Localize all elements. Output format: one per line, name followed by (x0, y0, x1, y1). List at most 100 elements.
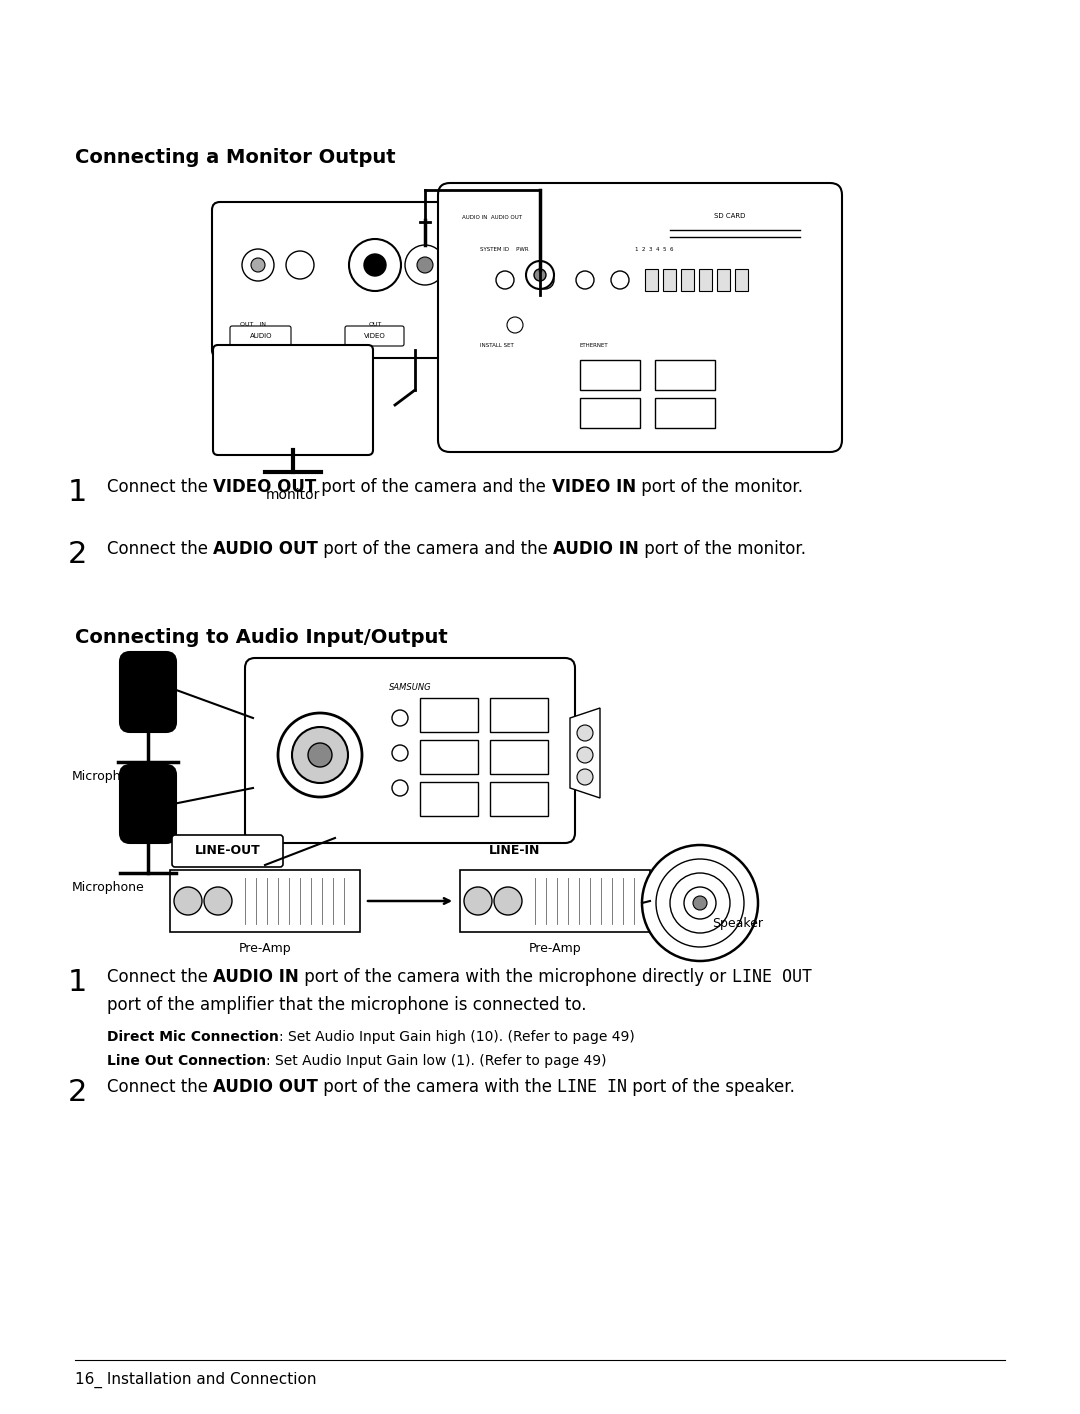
Circle shape (611, 271, 629, 288)
Polygon shape (570, 708, 600, 797)
Text: port of the amplifier that the microphone is connected to.: port of the amplifier that the microphon… (107, 995, 586, 1014)
Bar (420, 782, 478, 816)
Text: port of the camera with the microphone directly or: port of the camera with the microphone d… (299, 969, 731, 986)
Bar (654, 361, 715, 390)
Text: 1: 1 (68, 478, 87, 508)
Text: Connect the: Connect the (107, 969, 213, 986)
Text: AUDIO IN: AUDIO IN (553, 540, 639, 559)
Bar (580, 397, 640, 428)
Text: VIDEO OUT: VIDEO OUT (213, 478, 316, 496)
Text: AUDIO OUT: AUDIO OUT (213, 1077, 319, 1096)
Text: port of the monitor.: port of the monitor. (636, 478, 802, 496)
Circle shape (576, 271, 594, 288)
Circle shape (577, 769, 593, 785)
Text: port of the camera and the: port of the camera and the (319, 540, 553, 559)
Bar (663, 269, 676, 291)
Circle shape (174, 887, 202, 915)
Circle shape (405, 245, 445, 286)
Bar (717, 269, 730, 291)
Bar (460, 870, 650, 932)
Circle shape (494, 887, 522, 915)
Circle shape (670, 872, 730, 933)
Text: Microphone: Microphone (72, 771, 145, 783)
Text: Speaker: Speaker (712, 916, 762, 929)
Circle shape (292, 727, 348, 783)
Circle shape (286, 252, 314, 279)
Bar (420, 740, 478, 773)
Text: Connect the: Connect the (107, 478, 213, 496)
Circle shape (534, 269, 546, 281)
Circle shape (349, 239, 401, 291)
Circle shape (577, 747, 593, 764)
Text: VIDEO: VIDEO (364, 334, 386, 339)
Bar (681, 269, 694, 291)
Text: OUT   IN: OUT IN (240, 322, 266, 327)
Text: : Set Audio Input Gain high (10). (Refer to page 49): : Set Audio Input Gain high (10). (Refer… (279, 1029, 635, 1044)
Bar (490, 740, 548, 773)
Bar (490, 699, 548, 732)
Text: Line Out Connection: Line Out Connection (107, 1053, 266, 1068)
Text: AUDIO OUT: AUDIO OUT (213, 540, 319, 559)
Text: : Set Audio Input Gain low (1). (Refer to page 49): : Set Audio Input Gain low (1). (Refer t… (266, 1053, 607, 1068)
Text: ETHERNET: ETHERNET (580, 344, 609, 348)
Circle shape (577, 725, 593, 741)
Text: 2: 2 (68, 540, 87, 568)
Text: port of the speaker.: port of the speaker. (627, 1077, 795, 1096)
Circle shape (417, 257, 433, 273)
Circle shape (392, 781, 408, 796)
Circle shape (507, 317, 523, 334)
Text: OUT: OUT (368, 322, 381, 327)
Text: AUDIO IN  AUDIO OUT: AUDIO IN AUDIO OUT (462, 215, 522, 221)
Text: VIDEO IN: VIDEO IN (552, 478, 636, 496)
Text: port of the monitor.: port of the monitor. (639, 540, 806, 559)
Text: LINE-OUT: LINE-OUT (195, 844, 261, 857)
Text: Connect the: Connect the (107, 1077, 213, 1096)
Text: Microphone: Microphone (72, 881, 145, 894)
Circle shape (251, 257, 265, 271)
FancyBboxPatch shape (120, 765, 176, 843)
Circle shape (642, 846, 758, 962)
FancyBboxPatch shape (213, 345, 373, 455)
Circle shape (364, 255, 386, 276)
FancyBboxPatch shape (345, 327, 404, 346)
FancyBboxPatch shape (172, 836, 283, 867)
Text: Connecting a Monitor Output: Connecting a Monitor Output (75, 148, 395, 167)
Text: monitor: monitor (266, 488, 320, 502)
Bar (580, 361, 640, 390)
Text: SAMSUNG: SAMSUNG (389, 683, 431, 691)
FancyBboxPatch shape (245, 658, 575, 843)
Circle shape (392, 745, 408, 761)
Text: AUDIO: AUDIO (249, 334, 272, 339)
Circle shape (684, 887, 716, 919)
Text: 1  2  3  4  5  6: 1 2 3 4 5 6 (635, 247, 674, 252)
Text: LINE OUT: LINE OUT (731, 969, 811, 986)
Text: SD CARD: SD CARD (714, 214, 745, 219)
Text: SYSTEM ID    PWR: SYSTEM ID PWR (480, 247, 528, 252)
Bar (699, 269, 712, 291)
Bar (170, 870, 360, 932)
Circle shape (204, 887, 232, 915)
Circle shape (464, 887, 492, 915)
Circle shape (392, 710, 408, 725)
Text: 2: 2 (68, 1077, 87, 1107)
Text: Pre-Amp: Pre-Amp (529, 942, 581, 954)
Text: LINE IN: LINE IN (557, 1077, 627, 1096)
Text: port of the camera and the: port of the camera and the (316, 478, 552, 496)
Circle shape (656, 858, 744, 947)
Text: LINE-IN: LINE-IN (489, 844, 541, 857)
Text: INSTALL SET: INSTALL SET (480, 344, 514, 348)
Text: Direct Mic Connection: Direct Mic Connection (107, 1029, 279, 1044)
Circle shape (526, 262, 554, 288)
Bar (735, 269, 748, 291)
Bar (420, 699, 478, 732)
Circle shape (308, 742, 332, 766)
Text: 1: 1 (68, 969, 87, 997)
Text: AUDIO IN: AUDIO IN (213, 969, 299, 986)
Text: Connect the: Connect the (107, 540, 213, 559)
Text: 16_ Installation and Connection: 16_ Installation and Connection (75, 1372, 316, 1389)
FancyBboxPatch shape (230, 327, 291, 346)
Circle shape (278, 713, 362, 797)
Circle shape (693, 896, 707, 911)
Text: Pre-Amp: Pre-Amp (239, 942, 292, 954)
Circle shape (496, 271, 514, 288)
